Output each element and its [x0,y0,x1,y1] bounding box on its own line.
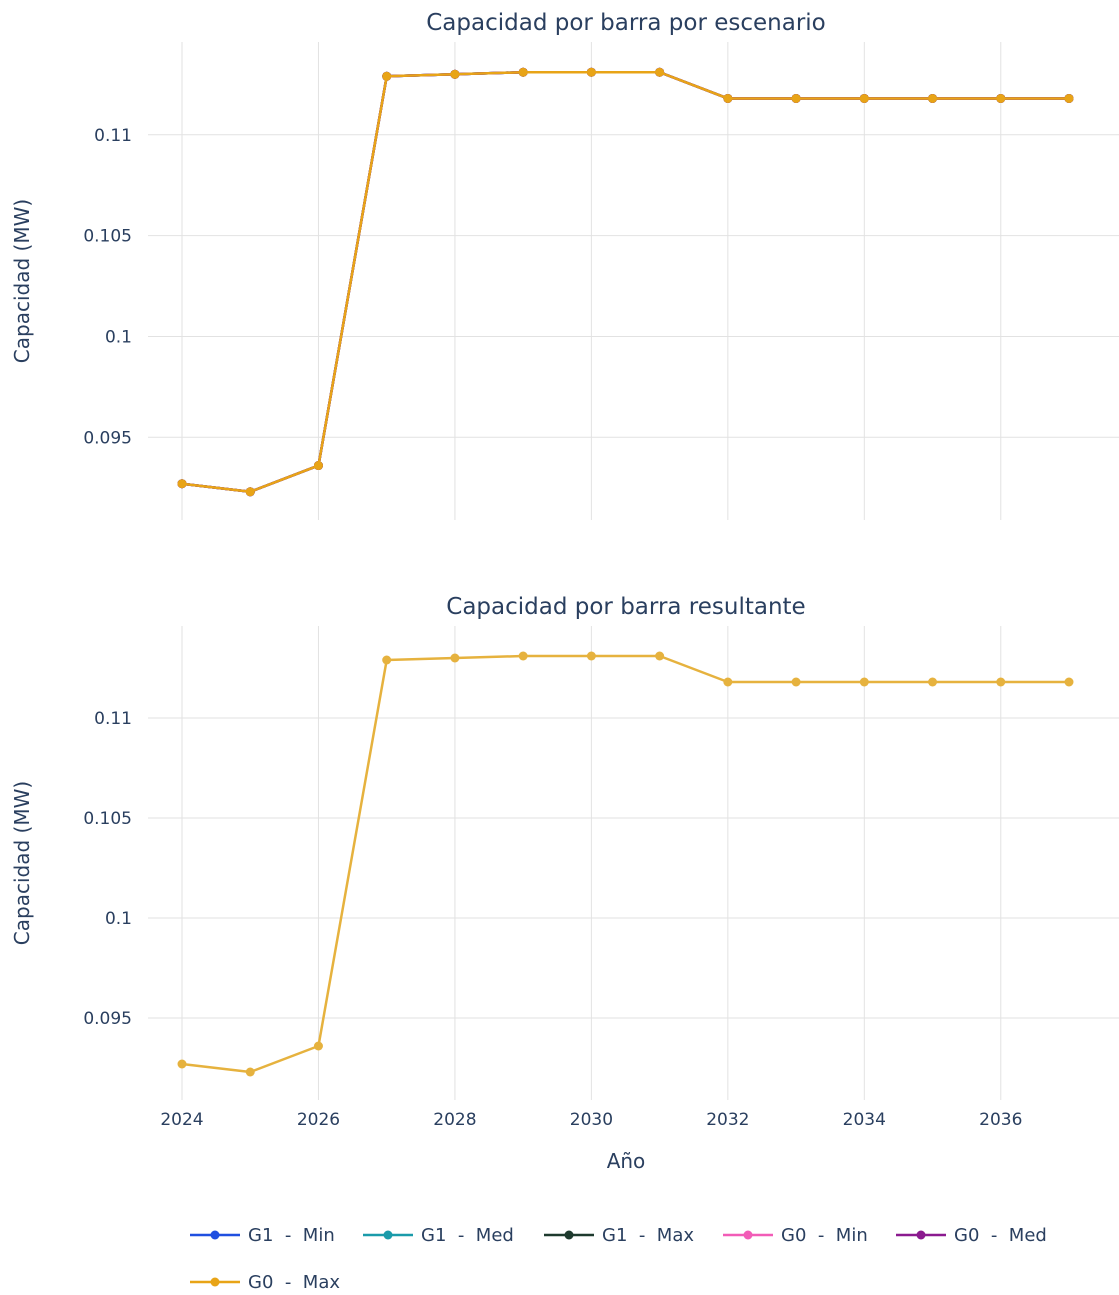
legend-swatch-marker [210,1277,220,1287]
y-tick-label: 0.105 [83,227,132,247]
legend-label: G1 - Max [602,1225,694,1246]
data-point [1064,93,1074,103]
y-tick-label: 0.1 [105,909,132,929]
data-point [928,93,938,103]
data-point [245,487,255,497]
y-tick-label: 0.105 [83,809,132,829]
data-point [177,479,187,489]
data-point [177,1059,187,1069]
x-tick-label: 2024 [160,1110,203,1130]
series-line [181,71,1069,494]
x-tick-label: 2036 [979,1110,1022,1130]
legend-label: G0 - Med [954,1225,1047,1246]
data-point [382,71,392,81]
legend: G1 - Min G1 - Med G1 - Max G0 - Min G0 - Med… [190,1225,1047,1293]
y-tick-label: 0.095 [83,428,132,448]
x-tick-label: 2030 [570,1110,613,1130]
legend-item[interactable]: G0 - Max [190,1272,340,1293]
x-tick-label: 2028 [433,1110,476,1130]
y-axis-title: Capacidad (MW) [10,199,34,363]
y-tick-label: 0.095 [83,1009,132,1029]
legend-item[interactable]: G1 - Med [363,1225,514,1246]
series-line [181,654,1069,1074]
data-point [859,677,869,687]
data-point [859,93,869,103]
data-point [450,69,460,79]
chart-resultant: 2024 2026 2028 2030 2032 2034 2036 0.095 0.1 0.10… [10,594,1119,1173]
legend-swatch-marker [210,1230,220,1240]
data-point [382,655,392,665]
chart-title: Capacidad por barra por escenario [426,10,826,36]
data-point [928,677,938,687]
legend-label: G0 - Max [248,1272,340,1293]
data-point [723,93,733,103]
y-axis-title: Capacidad (MW) [10,781,34,945]
legend-item[interactable]: G1 - Min [190,1225,335,1246]
data-point [655,67,665,77]
x-tick-label: 2034 [843,1110,886,1130]
data-point [313,461,323,471]
y-tick-label: 0.11 [94,709,132,729]
chart-title: Capacidad por barra resultante [446,594,805,620]
legend-swatch-marker [916,1230,926,1240]
legend-label: G1 - Med [421,1225,514,1246]
y-tick-label: 0.1 [105,327,132,347]
data-point [518,67,528,77]
chart-scenarios: 0.095 0.1 0.105 0.11 Capacidad por barra por… [10,10,1119,520]
data-point [245,1067,255,1077]
data-point [996,677,1006,687]
legend-label: G0 - Min [781,1225,868,1246]
data-point [586,67,596,77]
data-point [655,651,665,661]
x-tick-label: 2032 [706,1110,749,1130]
data-point [450,653,460,663]
data-point [1064,677,1074,687]
x-axis-title: Año [607,1149,646,1173]
data-point [518,651,528,661]
y-tick-label: 0.11 [94,126,132,146]
data-point [791,677,801,687]
legend-item[interactable]: G0 - Min [723,1225,868,1246]
legend-swatch-marker [383,1230,393,1240]
legend-label: G1 - Min [248,1225,335,1246]
legend-item[interactable]: G1 - Max [544,1225,694,1246]
data-point [791,93,801,103]
data-point [723,677,733,687]
legend-item[interactable]: G0 - Med [896,1225,1047,1246]
data-point [996,93,1006,103]
data-point [586,651,596,661]
data-point [313,1041,323,1051]
x-tick-label: 2026 [297,1110,340,1130]
legend-swatch-marker [743,1230,753,1240]
legend-swatch-marker [564,1230,574,1240]
